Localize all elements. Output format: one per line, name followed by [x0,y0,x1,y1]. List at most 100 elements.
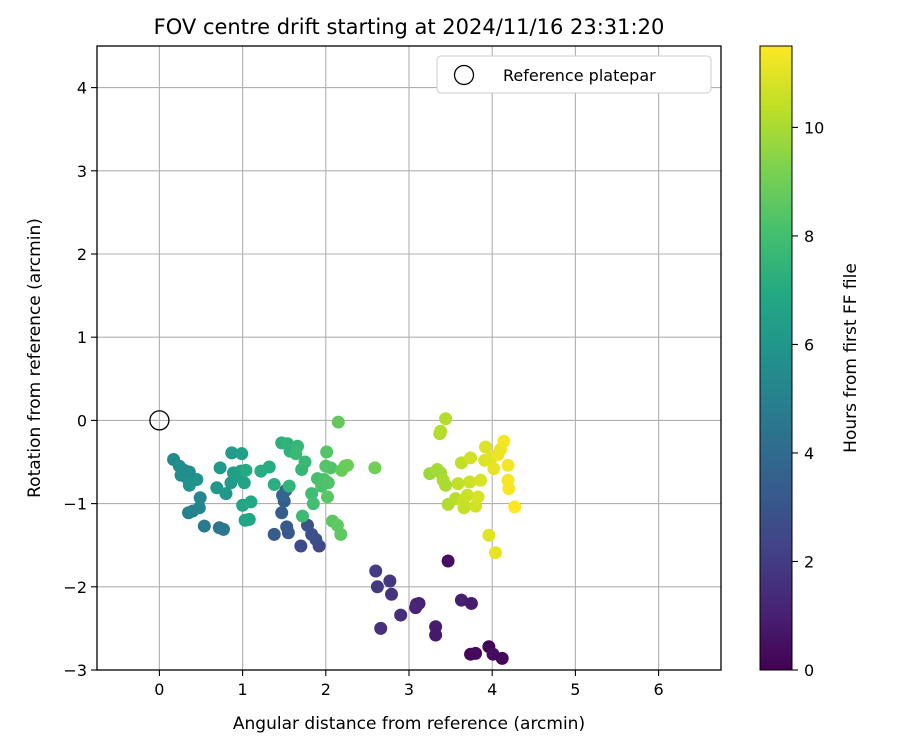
colorbar-tick-label: 2 [804,552,814,571]
scatter-point [193,491,207,505]
scatter-point [275,506,289,520]
colorbar-tick-label: 10 [804,118,824,137]
colorbar [759,45,793,671]
x-tick-label: 0 [154,680,164,699]
scatter-point [182,465,196,479]
scatter-point [471,490,485,504]
scatter-point [383,574,397,588]
scatter-point [502,482,516,496]
y-tick-label: −1 [63,495,87,514]
scatter-point [219,487,233,501]
x-axis-ticks: 0 1 2 3 4 5 6 [154,670,664,699]
scatter-point [244,495,258,509]
scatter-point [434,424,448,438]
scatter-point [460,488,474,502]
scatter-point [409,597,423,611]
scatter-point [235,447,249,461]
x-tick-label: 6 [654,680,664,699]
scatter-point [239,463,253,477]
x-axis-label: Angular distance from reference (arcmin) [233,714,585,734]
y-tick-label: −2 [63,578,87,597]
scatter-point [454,593,468,607]
y-tick-label: −3 [63,661,87,680]
scatter-point [213,461,227,475]
y-tick-label: 2 [77,245,87,264]
scatter-point [306,497,320,511]
scatter-point [276,488,290,502]
colorbar-label: Hours from first FF file [841,263,861,453]
scatter-point [216,522,230,536]
x-tick-label: 5 [570,680,580,699]
scatter-point [225,446,239,460]
scatter-point [451,477,465,491]
x-tick-label: 1 [238,680,248,699]
scatter-point [242,512,256,526]
scatter-point [267,527,281,541]
scatter-point [385,587,399,601]
scatter-point [370,580,384,594]
scatter-point [319,459,333,473]
y-axis-ticks: −3 −2 −1 0 1 2 3 4 [63,79,97,680]
scatter-point [192,501,206,515]
colorbar-tick-label: 8 [804,227,814,246]
scatter-point [489,546,503,560]
scatter-point [429,628,443,642]
scatter-point [495,651,509,665]
scatter-point [289,447,303,461]
scatter-point [340,458,354,472]
scatter-point [464,596,478,610]
scatter-point [374,621,388,635]
scatter-point [441,554,455,568]
legend-marker-reference [453,64,475,86]
scatter-point [482,528,496,542]
scatter-point [197,519,211,533]
scatter-point [508,500,522,514]
scatter-point [369,564,383,578]
scatter-point [368,461,382,475]
scatter-point [320,490,334,504]
x-tick-label: 4 [487,680,497,699]
chart-title: FOV centre drift starting at 2024/11/16 … [154,15,665,39]
x-tick-label: 3 [404,680,414,699]
colorbar-tick-label: 0 [804,661,814,680]
scatter-point [497,434,511,448]
y-axis-label: Rotation from reference (arcmin) [25,218,45,498]
y-tick-label: 3 [77,162,87,181]
scatter-point [464,451,478,465]
scatter-point [262,460,276,474]
scatter-point [334,527,348,541]
scatter-point [487,462,501,476]
scatter-point [463,475,477,489]
scatter-point [280,520,294,534]
colorbar-tick-label: 4 [804,444,814,463]
reference-platepar-point [149,410,170,431]
data-points [167,412,522,665]
y-tick-label: 0 [77,411,87,430]
scatter-point [294,539,308,553]
scatter-point [237,476,251,490]
scatter-point [469,646,483,660]
scatter-point [479,440,493,454]
scatter-point [439,412,453,426]
scatter-point [331,415,345,429]
scatter-point [282,479,296,493]
scatter-point [501,458,515,472]
x-tick-label: 2 [321,680,331,699]
scatter-point [321,476,335,490]
scatter-point [298,455,312,469]
colorbar-ticks: 0 2 4 6 8 10 [792,118,824,680]
legend-box [436,55,712,94]
scatter-point [474,473,488,487]
scatter-point [457,501,471,515]
scatter-point [394,608,408,622]
legend-label-reference: Reference platepar [503,66,656,85]
scatter-point [320,445,334,459]
reference-marker [149,410,170,431]
scatter-point [267,477,281,491]
y-tick-label: 1 [77,328,87,347]
y-tick-label: 4 [77,79,87,98]
scatter-point [296,509,310,523]
scatter-point [305,487,319,501]
legend: Reference platepar [436,55,712,94]
